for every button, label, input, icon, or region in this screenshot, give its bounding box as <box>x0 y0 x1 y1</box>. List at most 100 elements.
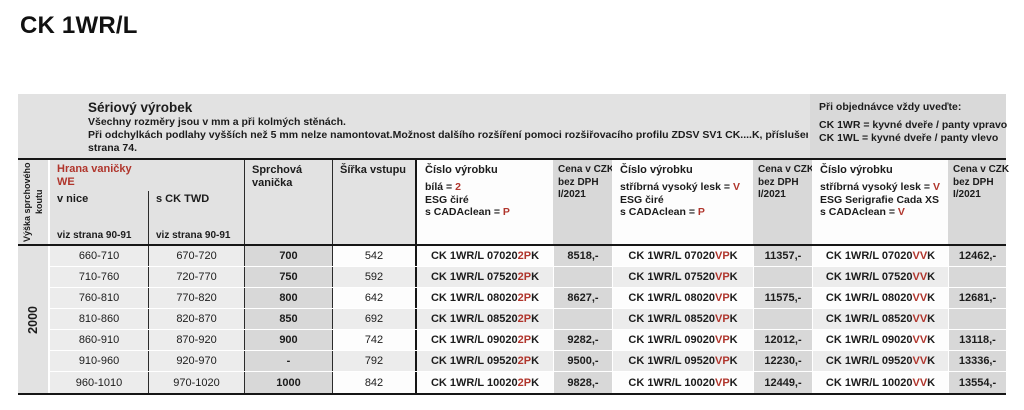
product-catalog-table: Sériový výrobek Všechny rozměry jsou v m… <box>18 94 1010 395</box>
order-note-box: Při objednávce vždy uveďte: CK 1WR = kyv… <box>810 94 1007 158</box>
shower-tray-cell: 750 <box>245 267 333 287</box>
header-product-number-3: Číslo výrobku stříbrná vysoký lesk = V E… <box>812 160 948 244</box>
price-line: Cena v CZK <box>953 164 1010 175</box>
product-number-cell-1: CK 1WR/L 07020 2P K <box>415 246 553 266</box>
price-cell-2 <box>753 309 812 329</box>
product-code-base: CK 1WR/L 09520 <box>430 355 518 367</box>
price-line: I/2021 <box>558 189 586 200</box>
product-code-base: CK 1WR/L 08020 <box>825 292 913 304</box>
ck-twd-range-cell: 920-970 <box>149 351 245 371</box>
entry-width-cell: 742 <box>333 330 415 350</box>
product-code-tail: K <box>927 313 936 325</box>
product-code-variant: VV <box>912 292 928 304</box>
spec-text: ESG čiré <box>620 193 664 206</box>
price-cell-2: 12449,- <box>753 372 812 393</box>
product-code-base: CK 1WR/L 10020 <box>430 376 518 389</box>
shower-tray-cell: 1000 <box>245 372 333 393</box>
series-heading: Sériový výrobek <box>88 100 193 115</box>
product2-spec-glass: ESG čiré <box>620 194 753 207</box>
table-row: 860-910 870-920 900 742 CK 1WR/L 09020 2… <box>50 330 1006 351</box>
product-code-variant: VV <box>912 334 928 346</box>
product-code-variant: VP <box>714 334 730 346</box>
product-code-variant: 2P <box>517 334 532 346</box>
product-code-tail: K <box>531 313 540 325</box>
product-number-cell-1: CK 1WR/L 07520 2P K <box>415 267 553 287</box>
spec-text: ESG čiré <box>425 193 469 206</box>
header-ck-twd: s CK TWD viz strana 90-91 <box>149 191 244 244</box>
product-code-variant: VV <box>912 376 928 389</box>
price-cell-1: 9828,- <box>553 372 612 393</box>
product-code-tail: K <box>927 250 936 262</box>
spec-text: s CADAclean = <box>620 206 698 218</box>
price-cell-2: 11575,- <box>753 288 812 308</box>
divider-top <box>18 158 1006 160</box>
tray-edge-title-line: Hrana vaničky <box>57 163 132 175</box>
header-shower-height: Výška sprchového koutu <box>18 160 50 244</box>
price-cell-2: 12012,- <box>753 330 812 350</box>
product-number-cell-3: CK 1WR/L 09020 VV K <box>812 330 948 350</box>
product-code-base: CK 1WR/L 07520 <box>430 271 518 283</box>
product-code-tail: K <box>729 334 738 346</box>
product-number-cell-3: CK 1WR/L 08020 VV K <box>812 288 948 308</box>
spec-text: ESG Serigrafie Cada XS <box>820 193 940 206</box>
product-code-tail: K <box>729 355 738 367</box>
product-code-base: CK 1WR/L 08520 <box>628 313 715 325</box>
header-price-3: Cena v CZK bez DPH I/2021 <box>948 160 1010 244</box>
price-cell-1: 9282,- <box>553 330 612 350</box>
table-row: 660-710 670-720 700 542 CK 1WR/L 07020 2… <box>50 246 1006 267</box>
niche-range-cell: 810-860 <box>50 309 149 329</box>
product-code-base: CK 1WR/L 10020 <box>628 376 715 389</box>
product-code-variant: VP <box>714 313 730 325</box>
product-code-base: CK 1WR/L 07520 <box>628 271 715 283</box>
product-code-base: CK 1WR/L 07020 <box>430 250 518 262</box>
product-number-cell-3: CK 1WR/L 07020 VV K <box>812 246 948 266</box>
product-code-variant: VP <box>714 376 730 389</box>
table-row: 760-810 770-820 800 642 CK 1WR/L 08020 2… <box>50 288 1006 309</box>
product-number-cell-2: CK 1WR/L 08520 VP K <box>612 309 753 329</box>
product-code-tail: K <box>927 355 936 367</box>
product-code-variant: VV <box>912 271 928 283</box>
product-code-variant: VP <box>714 355 730 367</box>
table-row: 960-1010 970-1020 1000 842 CK 1WR/L 1002… <box>50 372 1006 393</box>
price-cell-3: 13554,- <box>948 372 1006 393</box>
table-row: 810-860 820-870 850 692 CK 1WR/L 08520 2… <box>50 309 1006 330</box>
product-code-tail: K <box>927 271 936 283</box>
ck-twd-label: s CK TWD <box>156 193 210 205</box>
product2-spec-cadaclean: s CADAclean = P <box>620 206 753 219</box>
product-number-title: Číslo výrobku <box>820 164 893 176</box>
product-number-cell-2: CK 1WR/L 07520 VP K <box>612 267 753 287</box>
product-code-base: CK 1WR/L 08020 <box>430 292 518 304</box>
product2-spec-color: stříbrná vysoký lesk = V <box>620 181 753 194</box>
header-product-number-1: Číslo výrobku bílá = 2 ESG čiré s CADAcl… <box>415 160 553 244</box>
price-line: Cena v CZK <box>758 164 815 175</box>
series-info: Sériový výrobek Všechny rozměry jsou v m… <box>18 94 808 155</box>
order-note-line-2: CK 1WL = kyvné dveře / panty vlevo <box>819 132 999 144</box>
shower-tray-cell: 850 <box>245 309 333 329</box>
price-cell-3: 13118,- <box>948 330 1006 350</box>
divider-bottom <box>18 393 1006 395</box>
product-number-cell-3: CK 1WR/L 10020 VV K <box>812 372 948 393</box>
tray-edge-subcolumns: v nice viz strana 90-91 s CK TWD viz str… <box>50 191 244 244</box>
product-code-variant: 2P <box>517 292 532 304</box>
product-number-cell-1: CK 1WR/L 08520 2P K <box>415 309 553 329</box>
table-header-row: Výška sprchového koutu Hrana vaničky WE … <box>18 160 1010 244</box>
table-row: 710-760 720-770 750 592 CK 1WR/L 07520 2… <box>50 267 1006 288</box>
product-code-variant: VV <box>912 355 928 367</box>
product-code-tail: K <box>531 334 540 346</box>
ck-twd-page-ref: viz strana 90-91 <box>156 230 231 241</box>
product-number-title: Číslo výrobku <box>620 164 693 176</box>
header-niche: v nice viz strana 90-91 <box>50 191 149 244</box>
entry-width-cell: 842 <box>333 372 415 393</box>
spec-text: s CADAclean = <box>820 206 898 218</box>
product-code-variant: 2P <box>517 250 532 262</box>
product-code-tail: K <box>729 250 738 262</box>
product-code-base: CK 1WR/L 09520 <box>628 355 715 367</box>
spec-text: stříbrná vysoký lesk = <box>820 181 933 193</box>
product-number-cell-2: CK 1WR/L 07020 VP K <box>612 246 753 266</box>
niche-range-cell: 910-960 <box>50 351 149 371</box>
spec-code: P <box>502 206 510 218</box>
product-number-cell-3: CK 1WR/L 08520 VV K <box>812 309 948 329</box>
product-code-base: CK 1WR/L 08520 <box>430 313 518 325</box>
page-title: CK 1WR/L <box>20 12 138 39</box>
table-rows: 660-710 670-720 700 542 CK 1WR/L 07020 2… <box>50 246 1006 393</box>
